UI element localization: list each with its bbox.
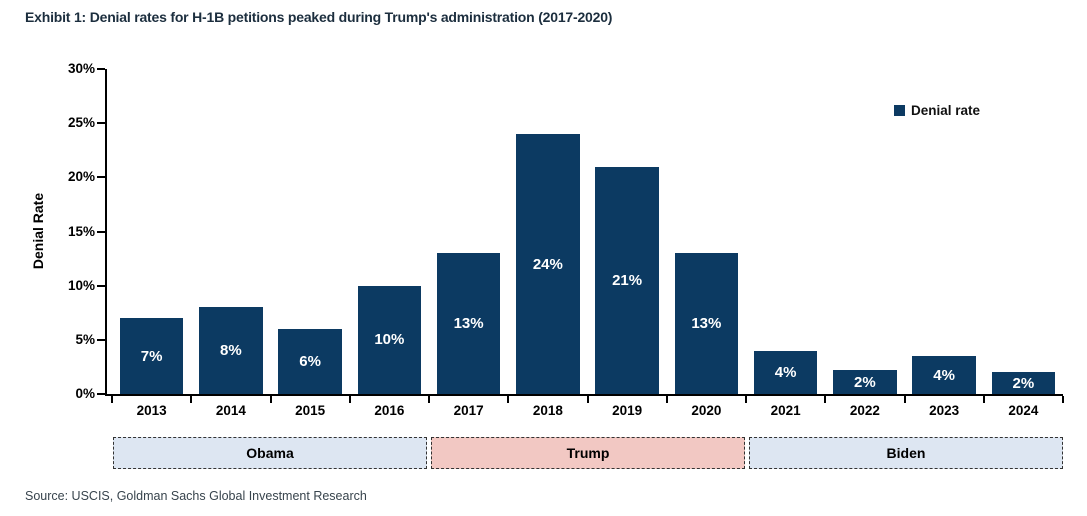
- bar-slot-2013: 7%: [112, 69, 191, 394]
- band-obama: Obama: [113, 437, 427, 469]
- bar-2013: 7%: [119, 318, 184, 394]
- x-tick-mark-9: [824, 396, 827, 403]
- y-tick-mark-20: [97, 176, 105, 179]
- bar-2021: 4%: [753, 350, 818, 394]
- y-tick-label-20: 20%: [67, 169, 95, 185]
- bar-2017: 13%: [436, 253, 501, 394]
- band-trump: Trump: [431, 437, 745, 469]
- bar-value-label-2019: 21%: [612, 271, 643, 289]
- bar-slot-2017: 13%: [429, 69, 508, 394]
- bar-slot-2014: 8%: [191, 69, 270, 394]
- y-axis-line: [105, 69, 107, 396]
- y-tick-mark-10: [97, 284, 105, 287]
- x-tick-label-2015: 2015: [295, 403, 326, 418]
- band-biden: Biden: [749, 437, 1063, 469]
- bar-slot-2016: 10%: [350, 69, 429, 394]
- bar-value-label-2020: 13%: [691, 315, 722, 333]
- bar-value-label-2014: 8%: [220, 342, 242, 360]
- bar-2024: 2%: [991, 372, 1056, 394]
- plot-area: 7% 8% 6% 10% 13% 24% 21% 13% 4% 2% 4% 2%: [112, 69, 1063, 394]
- bar-slot-2018: 24%: [508, 69, 587, 394]
- x-tick-label-2024: 2024: [1008, 403, 1039, 418]
- bar-slot-2015: 6%: [271, 69, 350, 394]
- x-tick-label-2016: 2016: [374, 403, 405, 418]
- bar-2014: 8%: [199, 307, 263, 394]
- bar-value-label-2017: 13%: [453, 315, 484, 333]
- x-tick-mark-1: [190, 396, 193, 403]
- bar-2020: 13%: [674, 253, 739, 394]
- bar-slot-2020: 13%: [667, 69, 746, 394]
- chart-title: Exhibit 1: Denial rates for H-1B petitio…: [25, 9, 613, 25]
- x-tick-mark-10: [903, 396, 906, 403]
- x-tick-mark-4: [428, 396, 430, 403]
- y-tick-label-10: 10%: [67, 277, 95, 293]
- x-axis-labels: 2013 2014 2015 2016 2017 2018 2019 2020 2021 2022…: [112, 403, 1063, 418]
- bar-slot-2023: 4%: [905, 69, 984, 394]
- source-note: Source: USCIS, Goldman Sachs Global Inve…: [25, 489, 367, 503]
- x-tick-label-2023: 2023: [929, 403, 960, 418]
- x-tick-label-2020: 2020: [691, 403, 722, 418]
- x-tick-label-2021: 2021: [770, 403, 801, 418]
- bar-value-label-2016: 10%: [374, 331, 405, 349]
- bar-value-label-2024: 2%: [1012, 374, 1035, 392]
- y-tick-label-30: 30%: [67, 61, 95, 76]
- x-tick-label-2017: 2017: [453, 403, 484, 418]
- y-tick-label-25: 25%: [67, 115, 95, 131]
- x-tick-label-2018: 2018: [532, 403, 563, 418]
- bar-value-label-2015: 6%: [299, 353, 321, 370]
- band-label-biden: Biden: [886, 445, 926, 461]
- bar-value-label-2013: 7%: [140, 347, 163, 365]
- legend-label: Denial rate: [911, 103, 981, 118]
- x-tick-label-2013: 2013: [136, 403, 167, 418]
- x-tick-mark-11: [982, 396, 985, 403]
- x-tick-mark-8: [745, 396, 747, 403]
- y-tick-label-15: 15%: [67, 223, 95, 239]
- x-tick-mark-7: [665, 396, 668, 403]
- y-tick-label-5: 5%: [75, 331, 95, 347]
- bar-value-label-2023: 4%: [933, 366, 955, 384]
- bar-slot-2022: 2%: [825, 69, 904, 394]
- bar-slot-2024: 2%: [984, 69, 1063, 394]
- band-label-trump: Trump: [566, 445, 610, 461]
- x-tick-mark-3: [348, 396, 351, 403]
- bar-value-label-2021: 4%: [774, 363, 797, 381]
- bar-2023: 4%: [912, 356, 976, 394]
- band-label-obama: Obama: [246, 445, 294, 461]
- y-tick-mark-0: [97, 393, 105, 395]
- bar-value-label-2022: 2%: [854, 373, 876, 391]
- bar-2016: 10%: [357, 285, 422, 394]
- x-tick-mark-0: [111, 396, 113, 403]
- bar-value-label-2018: 24%: [532, 255, 563, 273]
- x-tick-mark-12: [1062, 396, 1064, 403]
- y-tick-label-0: 0%: [75, 386, 95, 401]
- x-tick-mark-5: [507, 396, 510, 403]
- administration-bands: Obama Trump Biden: [113, 437, 1063, 469]
- x-tick-mark-6: [586, 396, 589, 403]
- bar-2018: 24%: [516, 134, 580, 394]
- bar-2015: 6%: [278, 329, 342, 394]
- x-tick-mark-2: [269, 396, 272, 403]
- bar-2022: 2%: [833, 370, 897, 394]
- bar-slot-2019: 21%: [588, 69, 667, 394]
- x-tick-label-2019: 2019: [612, 403, 643, 418]
- x-axis-line: [105, 394, 1063, 396]
- y-tick-mark-15: [97, 230, 105, 233]
- legend: Denial rate: [894, 103, 980, 118]
- y-tick-mark-5: [97, 338, 105, 341]
- x-tick-label-2014: 2014: [215, 403, 246, 418]
- bar-slot-2021: 4%: [746, 69, 825, 394]
- x-tick-label-2022: 2022: [849, 403, 880, 418]
- bar-2019: 21%: [595, 166, 659, 394]
- legend-swatch-icon: [894, 105, 905, 116]
- y-tick-mark-25: [97, 122, 105, 125]
- y-tick-mark-30: [97, 68, 105, 70]
